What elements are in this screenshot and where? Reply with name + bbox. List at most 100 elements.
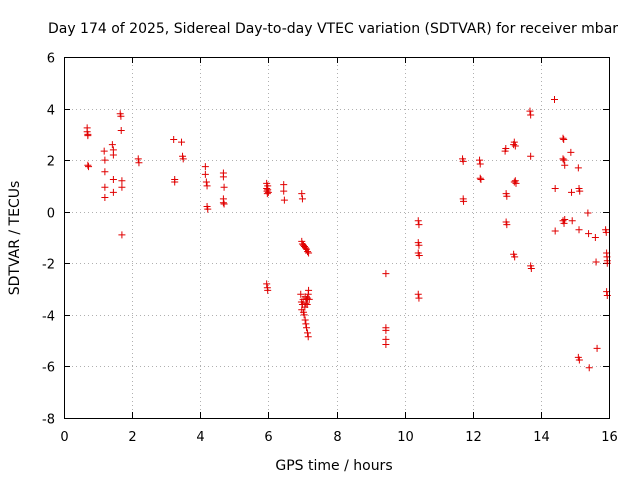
data-point (298, 195, 306, 203)
data-point (551, 96, 558, 104)
data-point (108, 141, 116, 149)
data-point (585, 230, 593, 238)
data-point (551, 185, 559, 193)
data-point (574, 164, 582, 172)
x-tick-label: 8 (333, 430, 341, 445)
data-point (220, 200, 228, 208)
data-point (101, 194, 109, 202)
data-point (219, 173, 227, 181)
data-point (415, 252, 423, 260)
data-point (575, 226, 583, 234)
data-point (203, 182, 211, 190)
data-point (559, 134, 567, 142)
data-point (304, 248, 312, 256)
data-point (118, 231, 126, 239)
data-point (301, 316, 309, 324)
y-tick-label: -6 (42, 361, 55, 376)
data-point (512, 179, 520, 187)
data-point (561, 161, 569, 169)
data-point (568, 188, 576, 196)
data-point (280, 187, 288, 195)
data-point (178, 138, 186, 146)
x-tick-label: 14 (533, 430, 550, 445)
data-point (302, 244, 310, 252)
axis-ticks (64, 57, 610, 419)
data-point (560, 219, 568, 227)
data-point (476, 156, 484, 164)
data-point (414, 217, 422, 225)
data-point (85, 163, 93, 171)
data-point (134, 155, 142, 163)
data-point (460, 197, 468, 205)
data-point (551, 227, 559, 235)
data-point (559, 155, 567, 163)
data-point (575, 356, 583, 364)
data-point (511, 253, 519, 261)
data-point (101, 156, 109, 164)
data-point (560, 136, 568, 144)
x-axis-label: GPS time / hours (275, 458, 392, 474)
data-point (603, 288, 611, 296)
data-point (567, 148, 575, 156)
data-point (264, 286, 272, 294)
x-tick-label: 10 (397, 430, 414, 445)
chart-title: Day 174 of 2025, Sidereal Day-to-day VTE… (48, 21, 618, 37)
data-point (84, 132, 92, 140)
data-point (118, 183, 126, 191)
data-point (220, 183, 228, 191)
data-point (219, 199, 227, 207)
y-tick-label: 4 (47, 104, 55, 119)
data-point (118, 177, 126, 185)
data-point (527, 111, 535, 119)
data-point (304, 294, 312, 302)
data-point (101, 183, 109, 191)
data-point (170, 136, 178, 144)
data-point (568, 217, 576, 225)
y-tick-label: 6 (47, 52, 55, 67)
data-point (414, 290, 422, 298)
data-point (527, 152, 535, 160)
data-point (109, 175, 117, 183)
y-tick-labels: -8 -6 -4 -2 0 2 4 6 (42, 52, 55, 428)
x-tick-label: 0 (60, 430, 68, 445)
data-point (101, 168, 109, 176)
data-point (415, 221, 423, 229)
x-tick-labels: 0 2 4 6 8 10 12 14 16 (60, 430, 617, 445)
data-point (477, 175, 485, 183)
x-tick-label: 16 (601, 430, 618, 445)
x-tick-label: 6 (264, 430, 272, 445)
data-point (560, 156, 568, 164)
data-point (305, 249, 313, 257)
plot-frame (64, 57, 610, 419)
data-point (135, 159, 143, 167)
data-point (476, 160, 484, 168)
data-point (298, 190, 306, 198)
data-point (585, 364, 593, 372)
data-point (100, 147, 108, 155)
data-point (84, 161, 92, 169)
data-point (204, 205, 212, 213)
data-point (263, 280, 271, 288)
data-point (280, 181, 288, 189)
data-point (302, 320, 310, 328)
data-point (382, 270, 390, 278)
data-point (511, 142, 519, 150)
data-point (300, 311, 308, 319)
data-point (201, 170, 209, 178)
data-point (584, 209, 592, 217)
data-point (303, 301, 311, 309)
y-tick-label: -8 (42, 413, 55, 428)
y-tick-label: -4 (42, 310, 55, 325)
data-point (302, 299, 310, 307)
data-point (591, 234, 599, 241)
data-point (171, 178, 179, 186)
data-point (561, 215, 569, 223)
data-point (280, 196, 288, 204)
data-point (264, 188, 272, 196)
data-point (305, 286, 313, 294)
data-point (593, 344, 601, 352)
data-point (592, 258, 600, 266)
data-point (526, 107, 534, 115)
data-point (117, 126, 125, 134)
